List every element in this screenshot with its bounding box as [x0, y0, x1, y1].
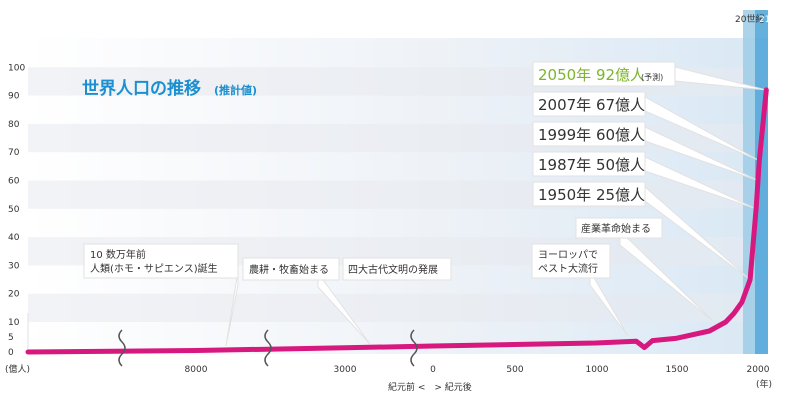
x-tick-label: 0 — [430, 365, 436, 375]
era-divider-label: 紀元前 < > 紀元後 — [388, 381, 472, 393]
callout-plague-line2: ペスト大流行 — [538, 262, 598, 275]
y-tick-label: 90 — [8, 92, 20, 102]
band-20th-century — [743, 10, 755, 354]
callout-homo-sapiens-line1: 10 数万年前 — [90, 248, 146, 261]
y-tick-label: 60 — [8, 177, 20, 187]
y-tick-label: 5 — [8, 333, 14, 343]
y-tick-label: 10 — [8, 318, 20, 328]
population-line — [25, 87, 769, 355]
x-axis-unit: (年) — [756, 378, 772, 390]
callout-plague-line1: ヨーロッパで — [538, 249, 598, 261]
x-tick-label: 500 — [506, 365, 523, 375]
y-tick-label: 0 — [8, 348, 14, 358]
callout-box-agriculture — [242, 257, 340, 281]
y-tick-label: 30 — [8, 261, 20, 271]
y-tick-label: 20 — [8, 290, 20, 300]
callout-box-plague — [531, 243, 611, 279]
y-tick-label: 100 — [8, 63, 25, 73]
x-tick-label: 1000 — [586, 365, 609, 375]
callout-box-2050 — [532, 61, 676, 87]
annotation-leaders — [27, 66, 767, 350]
label-21st-century: 21世紀 — [759, 13, 788, 25]
label-20th-century: 20世紀 — [735, 13, 764, 25]
y-tick-label: 50 — [8, 205, 20, 215]
callout-box-1999 — [532, 121, 646, 147]
callout-homo-sapiens-line2: 人類(ホモ・サピエンス)誕生 — [90, 262, 218, 275]
callout-box-1987 — [532, 151, 646, 177]
axis-break-mark — [264, 329, 272, 367]
callout-box-1950 — [532, 181, 646, 207]
y-tick-label: 40 — [8, 233, 20, 243]
population-series — [25, 87, 769, 355]
callout-agriculture: 農耕・牧畜始まる — [249, 263, 329, 276]
y-tick-label: 80 — [8, 120, 20, 130]
callout-civilizations: 四大古代文明の発展 — [348, 263, 438, 276]
callout-industrial-revolution: 産業革命始まる — [581, 222, 651, 235]
x-tick-label: 1500 — [666, 365, 689, 375]
callout-box-homo-sapiens — [83, 243, 239, 279]
callout-1950: 1950年 25億人 — [538, 186, 645, 204]
callout-box-industrial — [575, 217, 663, 239]
callout-2050: 2050年 92億人 — [538, 66, 645, 84]
chart-title: 世界人口の推移 — [82, 78, 201, 99]
callout-2050-note: (予測) — [641, 72, 663, 82]
x-tick-label: 3000 — [334, 365, 357, 375]
x-tick-label: 2000 — [747, 365, 770, 375]
annotations: 2050年 92億人 (予測) 2007年 67億人 1999年 60億人 19… — [83, 61, 676, 281]
callout-box-2007 — [532, 91, 646, 117]
callout-1987: 1987年 50億人 — [538, 156, 645, 174]
chart-subtitle: (推計値) — [214, 83, 257, 97]
y-tick-label: 70 — [8, 148, 20, 158]
y-axis-unit: (億人) — [5, 363, 30, 375]
axis-breaks — [118, 329, 418, 367]
x-tick-label: 8000 — [185, 365, 208, 375]
axis-break-mark — [410, 329, 418, 367]
callout-2007: 2007年 67億人 — [538, 96, 645, 114]
callout-1999: 1999年 60億人 — [538, 126, 645, 144]
callout-box-civilizations — [342, 257, 452, 281]
axis-break-mark — [118, 329, 126, 367]
grid-band — [28, 293, 768, 322]
x-axis-ticks: 8000 3000 0 500 1000 1500 2000 — [185, 365, 770, 375]
